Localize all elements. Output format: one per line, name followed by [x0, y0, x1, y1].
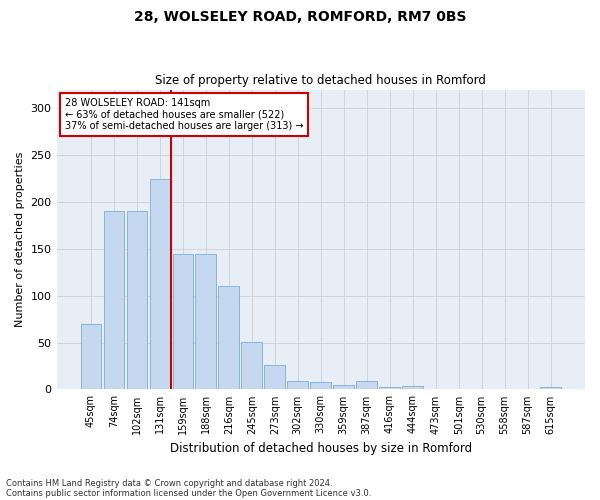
Bar — [310, 382, 331, 390]
Bar — [218, 286, 239, 390]
Bar — [80, 324, 101, 390]
Text: Contains HM Land Registry data © Crown copyright and database right 2024.: Contains HM Land Registry data © Crown c… — [6, 478, 332, 488]
Bar — [540, 386, 561, 390]
Bar — [403, 386, 423, 390]
Bar — [287, 381, 308, 390]
Bar — [241, 342, 262, 390]
X-axis label: Distribution of detached houses by size in Romford: Distribution of detached houses by size … — [170, 442, 472, 455]
Bar — [173, 254, 193, 390]
Text: 28, WOLSELEY ROAD, ROMFORD, RM7 0BS: 28, WOLSELEY ROAD, ROMFORD, RM7 0BS — [134, 10, 466, 24]
Text: 28 WOLSELEY ROAD: 141sqm
← 63% of detached houses are smaller (522)
37% of semi-: 28 WOLSELEY ROAD: 141sqm ← 63% of detach… — [65, 98, 304, 131]
Text: Contains public sector information licensed under the Open Government Licence v3: Contains public sector information licen… — [6, 488, 371, 498]
Bar — [149, 178, 170, 390]
Bar — [127, 212, 147, 390]
Bar — [334, 384, 354, 390]
Title: Size of property relative to detached houses in Romford: Size of property relative to detached ho… — [155, 74, 486, 87]
Bar — [379, 386, 400, 390]
Bar — [196, 254, 216, 390]
Bar — [265, 365, 285, 390]
Bar — [104, 212, 124, 390]
Y-axis label: Number of detached properties: Number of detached properties — [15, 152, 25, 327]
Bar — [356, 381, 377, 390]
